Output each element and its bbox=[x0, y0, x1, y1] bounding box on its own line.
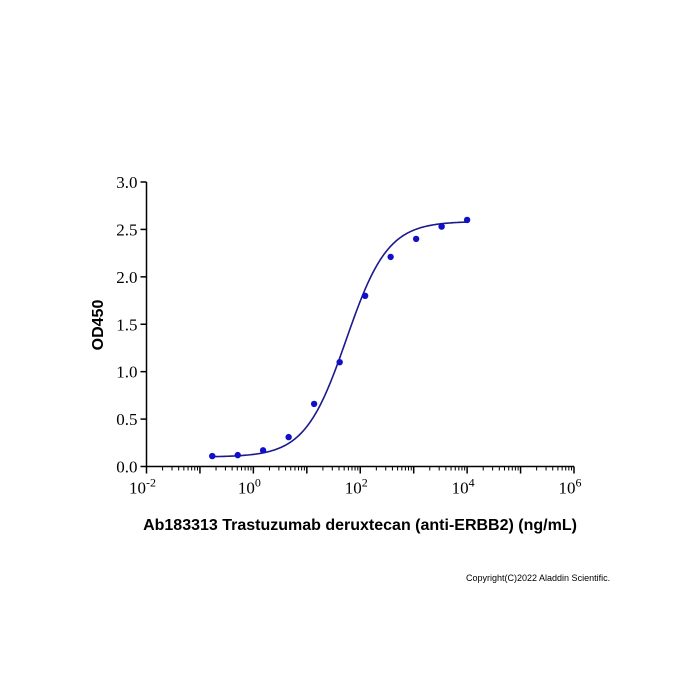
y-tick-label: 1.0 bbox=[116, 363, 137, 382]
data-point bbox=[336, 358, 343, 366]
x-tick-label: 104 bbox=[452, 476, 475, 498]
data-point bbox=[259, 447, 267, 454]
data-point bbox=[234, 451, 241, 459]
y-tick-label: 2.5 bbox=[116, 220, 137, 239]
fit-curve bbox=[212, 221, 468, 458]
data-point bbox=[463, 216, 471, 224]
x-axis-label: Ab183313 Trastuzumab deruxtecan (anti-ER… bbox=[143, 517, 577, 534]
y-axis-label: OD450 bbox=[90, 300, 107, 351]
copyright-text: Copyright(C)2022 Aladdin Scientific. bbox=[466, 573, 611, 583]
y-tick-label: 1.5 bbox=[116, 315, 137, 334]
data-point bbox=[285, 433, 292, 441]
data-point bbox=[310, 400, 318, 408]
data-point bbox=[209, 452, 216, 460]
y-tick-label: 0.5 bbox=[116, 410, 137, 429]
data-point bbox=[412, 235, 420, 243]
x-tick-label: 100 bbox=[238, 476, 261, 498]
data-point bbox=[387, 253, 394, 261]
y-tick-label: 2.0 bbox=[116, 268, 137, 287]
data-point bbox=[361, 292, 369, 299]
y-tick-label: 0.0 bbox=[116, 458, 137, 477]
data-point bbox=[438, 223, 445, 230]
x-tick-label: 102 bbox=[345, 476, 368, 498]
y-tick-label: 3.0 bbox=[116, 173, 137, 192]
x-tick-label: 10-2 bbox=[129, 476, 156, 498]
x-tick-label: 106 bbox=[559, 476, 582, 498]
